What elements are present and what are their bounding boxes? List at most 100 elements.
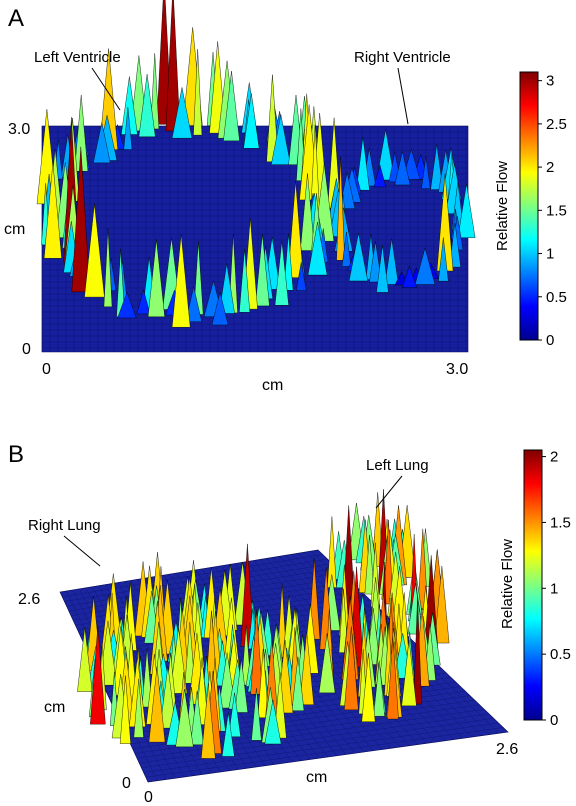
colorbar-tick-label: 2.5 (546, 116, 567, 133)
surface-peak (394, 151, 411, 186)
leader-left-ventricle (91, 67, 121, 111)
leader-left-lung (375, 475, 403, 509)
colorbar-tick-label: 0.5 (546, 289, 567, 306)
surface-peak (401, 639, 417, 707)
surface-peak (193, 49, 203, 136)
surface-peak (283, 233, 294, 291)
surface-peak (430, 144, 444, 190)
surface-peak (271, 114, 291, 165)
surface-peak (387, 635, 399, 720)
panel-b-colorbar-ticks: 0 0.5 1 1.5 2 (542, 449, 571, 729)
panel-b-y-tick-top: 2.6 (18, 591, 40, 608)
surface-peak (239, 248, 251, 313)
surface-peak (299, 631, 314, 705)
surface-peak (141, 648, 153, 708)
colorbar-tick-label: 3 (546, 73, 554, 90)
surface-peak (221, 712, 235, 757)
surface-peak (228, 692, 241, 738)
surface-peak (77, 627, 93, 692)
panel-a-x-label: cm (262, 377, 283, 394)
surface-peak (169, 628, 188, 694)
surface-peak (43, 162, 62, 259)
panel-b-colorbar-label: Relative Flow (499, 539, 516, 629)
surface-peak (295, 261, 307, 291)
annotation-left-lung: Left Lung (366, 457, 429, 474)
surface-peak (103, 228, 113, 308)
colorbar-tick-label: 1 (546, 246, 554, 263)
mesh-line (143, 722, 499, 773)
surface-peak (421, 156, 431, 189)
surface-peak (223, 71, 240, 142)
surface-peak (341, 231, 352, 267)
leader-right-lung (63, 535, 101, 567)
surface-peak (383, 519, 394, 605)
surface-peak (93, 122, 111, 164)
surface-peak (184, 622, 195, 684)
panel-a-colorbar-label: Relative Flow (494, 161, 511, 251)
colorbar-tick-label: 0.5 (550, 646, 571, 663)
panel-a-colorbar-ticks: 0 0.5 1 1.5 2 2.5 3 (538, 73, 567, 349)
surface-peak (438, 237, 449, 282)
surface-peak (171, 234, 191, 328)
surface-peak (147, 239, 165, 318)
surface-peak (165, 0, 181, 132)
surface-peak (274, 241, 289, 306)
colorbar-tick-label: 2 (550, 449, 558, 466)
mesh-line (139, 713, 490, 764)
colorbar-tick-label: 0 (546, 332, 554, 349)
panel-b: B Left Lung Right Lung 2.6 cm 0 0 2.6 cm… (8, 441, 571, 806)
surface-peak (376, 245, 389, 293)
colorbar-tick-label: 2 (546, 159, 554, 176)
surface-peak (287, 180, 304, 278)
panel-b-x-tick-left: 0 (144, 789, 153, 806)
annotation-left-ventricle: Left Ventricle (34, 49, 121, 66)
surface-peak (218, 263, 235, 314)
surface-peak (361, 652, 376, 722)
surface-peak (457, 183, 476, 238)
surface-peak (277, 583, 287, 658)
panel-b-y-label: cm (44, 699, 65, 716)
surface-peak (136, 288, 151, 315)
surface-peak (175, 689, 194, 748)
surface-peak (364, 535, 375, 595)
surface-peak (348, 233, 369, 282)
surface-peak (376, 129, 395, 181)
surface-peak (251, 688, 262, 741)
surface-peak (159, 666, 177, 729)
colorbar-tick-label: 1.5 (546, 202, 567, 219)
panel-b-x-tick-right: 2.6 (496, 741, 518, 758)
surface-peak (90, 626, 106, 725)
panel-b-y-tick-bottom: 0 (122, 775, 131, 792)
surface-peak (384, 238, 399, 285)
surface-peak (84, 203, 105, 298)
surface-peak (413, 596, 422, 705)
surface-peak (300, 173, 315, 251)
surface-peak (414, 247, 436, 285)
surface-peak (356, 136, 370, 191)
surface-peak (407, 582, 424, 635)
surface-peak (291, 656, 305, 711)
surface-peak (71, 146, 91, 293)
surface-peak (133, 678, 144, 738)
panel-a-y-tick-bottom: 0 (22, 341, 31, 358)
leader-right-ventricle (397, 67, 409, 125)
panel-a-surface-peaks (36, 0, 476, 328)
mesh-line (145, 727, 504, 778)
surface-peak (255, 234, 270, 307)
surface-peak (264, 699, 282, 745)
panel-a-y-label: cm (4, 221, 25, 238)
panel-a-colorbar (519, 71, 539, 341)
surface-peak (211, 292, 229, 326)
surface-peak (148, 666, 166, 743)
mesh-line (141, 718, 494, 768)
panel-a-y-tick-top: 3.0 (8, 121, 30, 138)
surface-peak (150, 53, 160, 130)
mesh-line (136, 709, 485, 759)
surface-peak (401, 265, 417, 288)
surface-peak (171, 87, 193, 139)
surface-peak (434, 565, 450, 644)
surface-peak (344, 626, 359, 711)
surface-peak (373, 660, 385, 717)
panel-b-label: B (8, 441, 24, 468)
